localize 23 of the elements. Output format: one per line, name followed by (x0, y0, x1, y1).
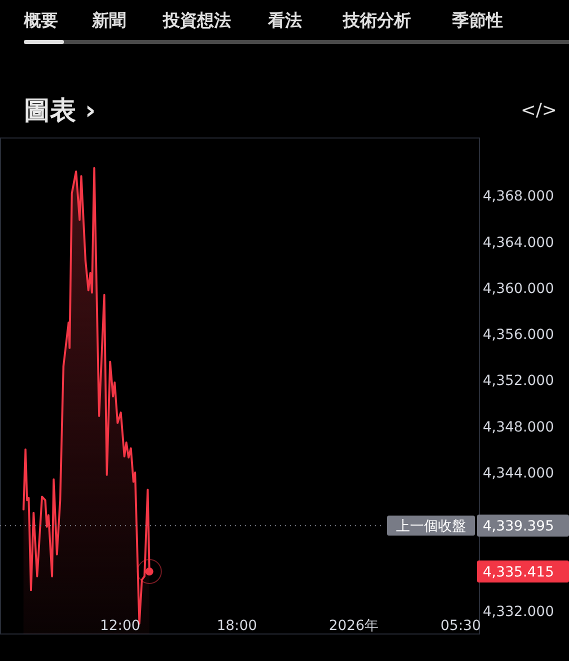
y-tick-label: 4,348.000 (482, 419, 554, 436)
chart-title: 圖表 › (24, 96, 96, 126)
x-tick-label: 12:00 (100, 618, 140, 634)
text: 看法 (267, 11, 302, 31)
y-tick-label: 4,344.000 (482, 466, 554, 482)
text: </> (520, 100, 557, 121)
x-tick-label: 2026年 (328, 618, 378, 634)
y-tick-label: 4,332.000 (482, 604, 554, 620)
text: 投資想法 (162, 11, 231, 31)
ref-line-label: 上一個收盤 (396, 518, 466, 535)
y-tick-label: 4,360.000 (482, 280, 554, 297)
x-tick-label: 05:30 (440, 618, 481, 634)
x-tick-label: 18:00 (216, 618, 258, 634)
y-tick-label: 4,364.000 (482, 234, 554, 251)
text: 技術分析 (342, 11, 411, 31)
text: 新聞 (91, 11, 126, 31)
text: 概要 (23, 11, 58, 31)
text: 4,335.415 (482, 564, 554, 581)
y-tick-label: 4,368.000 (482, 188, 554, 205)
y-tick-label: 4,352.000 (482, 373, 554, 390)
text: 4,339.395 (482, 518, 554, 535)
text: 季節性 (451, 11, 503, 31)
y-tick-label: 4,356.000 (482, 327, 554, 344)
